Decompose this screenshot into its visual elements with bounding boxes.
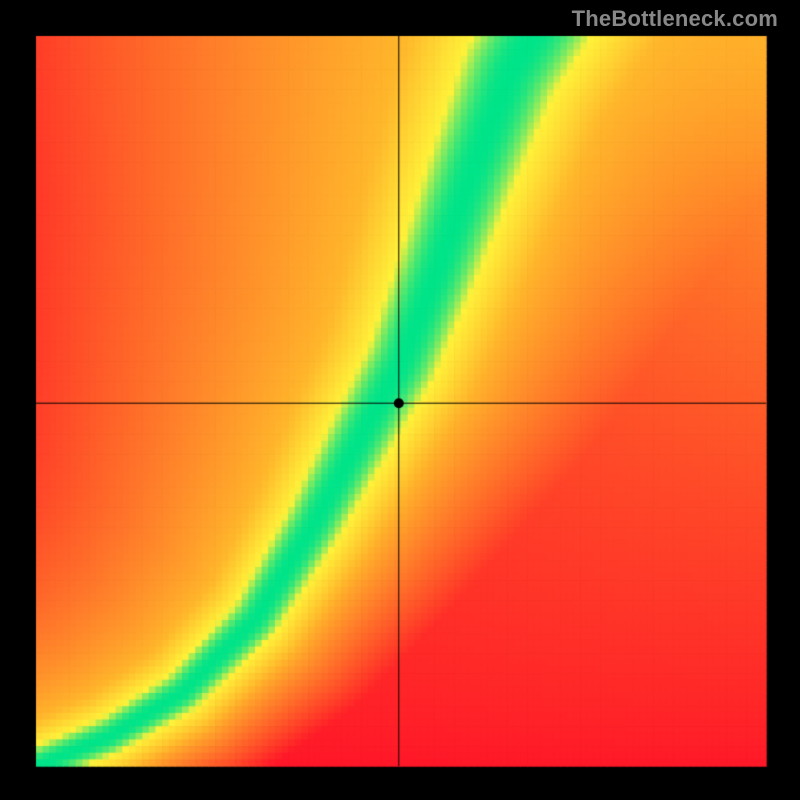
bottleneck-heatmap — [0, 0, 800, 800]
watermark-text: TheBottleneck.com — [572, 6, 778, 32]
